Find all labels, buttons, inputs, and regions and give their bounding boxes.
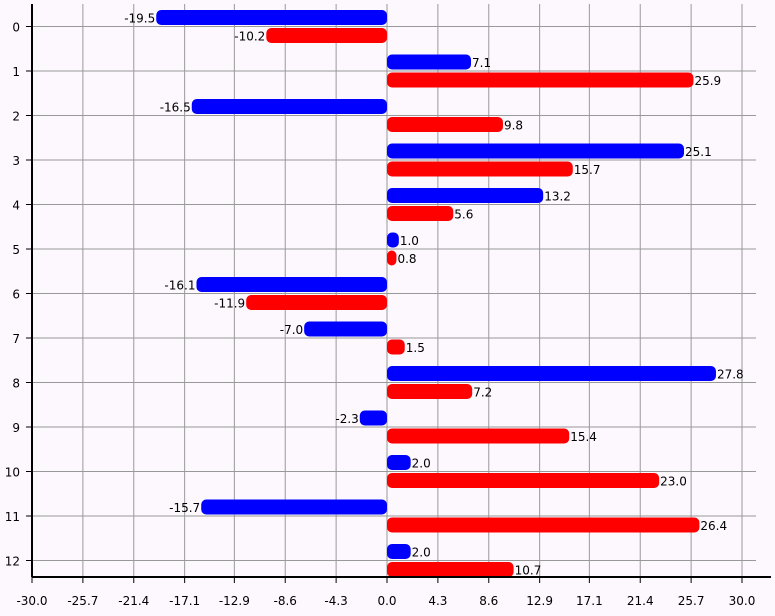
bar	[387, 562, 514, 577]
bar-value-label: 27.8	[717, 368, 744, 382]
x-tick-label: 25.7	[678, 594, 705, 608]
bar	[266, 28, 387, 43]
x-tick-label: 17.1	[576, 594, 603, 608]
bar	[387, 54, 472, 70]
x-tick-label: -25.7	[67, 594, 98, 608]
axes-group: -30.0 -25.7 -21.4 -17.1 -12.9 -8.6 -4.3 0.0 4.3 8…	[5, 4, 771, 608]
bar	[304, 321, 387, 337]
value-labels-group: -19.5 7.1 -16.5 25.1 13.2 1.0 -16.1 -7.0 27.8 -2.…	[124, 12, 743, 578]
bar	[387, 544, 411, 559]
x-tick-label: 4.3	[428, 594, 447, 608]
bar	[196, 277, 387, 292]
x-tick-label: -4.3	[324, 594, 347, 608]
x-tick-label: 8.6	[479, 594, 498, 608]
x-tick-label: -17.1	[169, 594, 200, 608]
bar-value-label: 23.0	[660, 475, 687, 489]
bar-value-label: 7.2	[473, 386, 492, 400]
y-tick-label: 9	[12, 421, 20, 435]
y-tick-label: 12	[5, 555, 20, 569]
bar-value-label: 13.2	[544, 190, 571, 204]
bar-value-label: -11.9	[214, 297, 245, 311]
bar-value-label: 25.1	[685, 145, 712, 159]
x-tick-label: 12.9	[526, 594, 553, 608]
bar	[387, 473, 660, 488]
y-tick-label: 10	[5, 466, 20, 480]
bar-value-label: -7.0	[280, 323, 303, 337]
x-tick-label: 21.4	[627, 594, 654, 608]
x-tick-label: -21.4	[118, 594, 149, 608]
bar-value-label: -16.5	[160, 101, 191, 115]
x-tick-label: -12.9	[219, 594, 250, 608]
bar-value-label: 7.1	[472, 56, 491, 70]
bar	[201, 499, 387, 515]
bar	[387, 72, 694, 88]
bar-value-label: 26.4	[700, 519, 727, 533]
bar-value-label: 1.5	[406, 341, 425, 355]
bar	[387, 206, 454, 221]
bar	[387, 428, 570, 444]
bar-value-label: 9.8	[504, 119, 523, 133]
bars-group	[156, 10, 716, 577]
y-tick-label: 8	[12, 377, 20, 391]
bar-value-label: -19.5	[124, 12, 155, 26]
bar	[387, 117, 503, 132]
bar-value-label: -16.1	[164, 279, 195, 293]
x-tick-label: -8.6	[274, 594, 297, 608]
bar	[387, 232, 399, 248]
bar	[191, 99, 387, 114]
bar	[387, 250, 397, 266]
bar-value-label: -2.3	[335, 412, 358, 426]
y-tick-label: 3	[12, 154, 20, 168]
bar-value-label: 10.7	[515, 564, 542, 578]
x-tick-label: -30.0	[16, 594, 47, 608]
bar	[387, 366, 716, 381]
y-tick-label: 5	[12, 243, 20, 257]
bar-value-label: 1.0	[400, 234, 419, 248]
bar-value-label: -15.7	[169, 501, 200, 515]
bar-value-label: 2.0	[412, 457, 431, 471]
y-tick-label: 4	[12, 199, 20, 213]
bar-value-label: -10.2	[234, 30, 265, 44]
x-tick-label: 30.0	[729, 594, 756, 608]
bar	[156, 10, 387, 25]
bar-value-label: 15.4	[570, 430, 597, 444]
y-tick-label: 11	[5, 510, 20, 524]
bar	[387, 188, 544, 203]
bar	[359, 410, 387, 426]
bar-value-label: 2.0	[412, 546, 431, 560]
bar	[387, 339, 405, 355]
x-tick-label: 0.0	[377, 594, 396, 608]
bar	[387, 384, 473, 399]
bar	[387, 161, 573, 177]
y-tick-label: 1	[12, 65, 20, 79]
y-tick-label: 0	[12, 21, 20, 35]
bar	[387, 455, 411, 470]
y-tick-label: 6	[12, 288, 20, 302]
y-tick-label: 2	[12, 110, 20, 124]
grid-lines	[31, 4, 756, 577]
bar-value-label: 15.7	[574, 163, 601, 177]
y-tick-label: 7	[12, 332, 20, 346]
bar-value-label: 25.9	[694, 74, 721, 88]
bar	[387, 517, 700, 533]
bar	[387, 143, 685, 159]
bar-value-label: 0.8	[397, 252, 416, 266]
bar	[246, 295, 387, 310]
bar-value-label: 5.6	[454, 208, 473, 222]
